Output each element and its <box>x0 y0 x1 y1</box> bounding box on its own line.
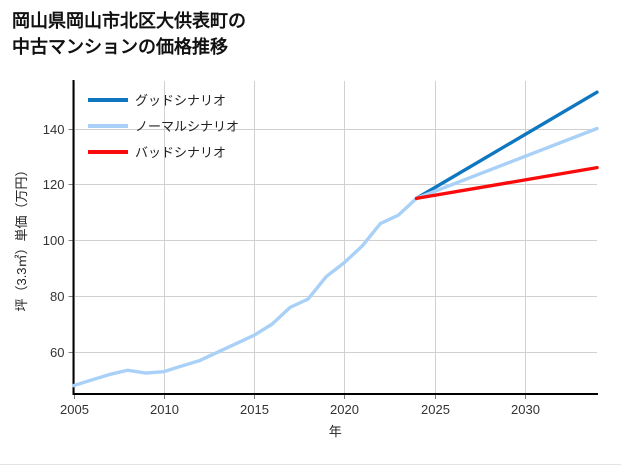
series-line-normal <box>71 126 599 388</box>
y-axis-tick-labels: 60 80 100 120 140 <box>43 122 65 360</box>
y-tick-label: 60 <box>50 345 64 360</box>
x-tick-label: 2025 <box>421 402 450 417</box>
axis-lines <box>72 80 598 396</box>
gridlines <box>73 129 597 353</box>
legend-label: バッドシナリオ <box>135 145 226 160</box>
x-axis-tick-labels: 2005 2010 2015 2020 2025 2030 <box>60 402 540 417</box>
series-line-bad <box>414 165 599 201</box>
x-tick-label: 2010 <box>150 402 179 417</box>
axis-titles: 年 坪（3.3㎡）単価（万円） <box>14 163 342 439</box>
legend-label: グッドシナリオ <box>135 93 226 108</box>
x-axis-title: 年 <box>329 424 342 439</box>
y-tick-label: 140 <box>43 122 65 137</box>
x-tick-label: 2015 <box>240 402 269 417</box>
x-tick-label: 2030 <box>511 402 540 417</box>
data-series-group <box>71 90 599 388</box>
y-tick-label: 100 <box>43 233 65 248</box>
legend-label: ノーマルシナリオ <box>135 119 239 134</box>
x-tick-label: 2020 <box>330 402 359 417</box>
series-line-good <box>414 90 599 201</box>
y-axis-title: 坪（3.3㎡）単価（万円） <box>14 163 29 311</box>
y-tick-label: 80 <box>50 289 64 304</box>
y-tick-label: 120 <box>43 177 65 192</box>
x-tick-label: 2005 <box>60 402 89 417</box>
page-title: 岡山県岡山市北区大供表町の 中古マンションの価格推移 <box>12 11 246 58</box>
tick-marks <box>68 129 526 399</box>
